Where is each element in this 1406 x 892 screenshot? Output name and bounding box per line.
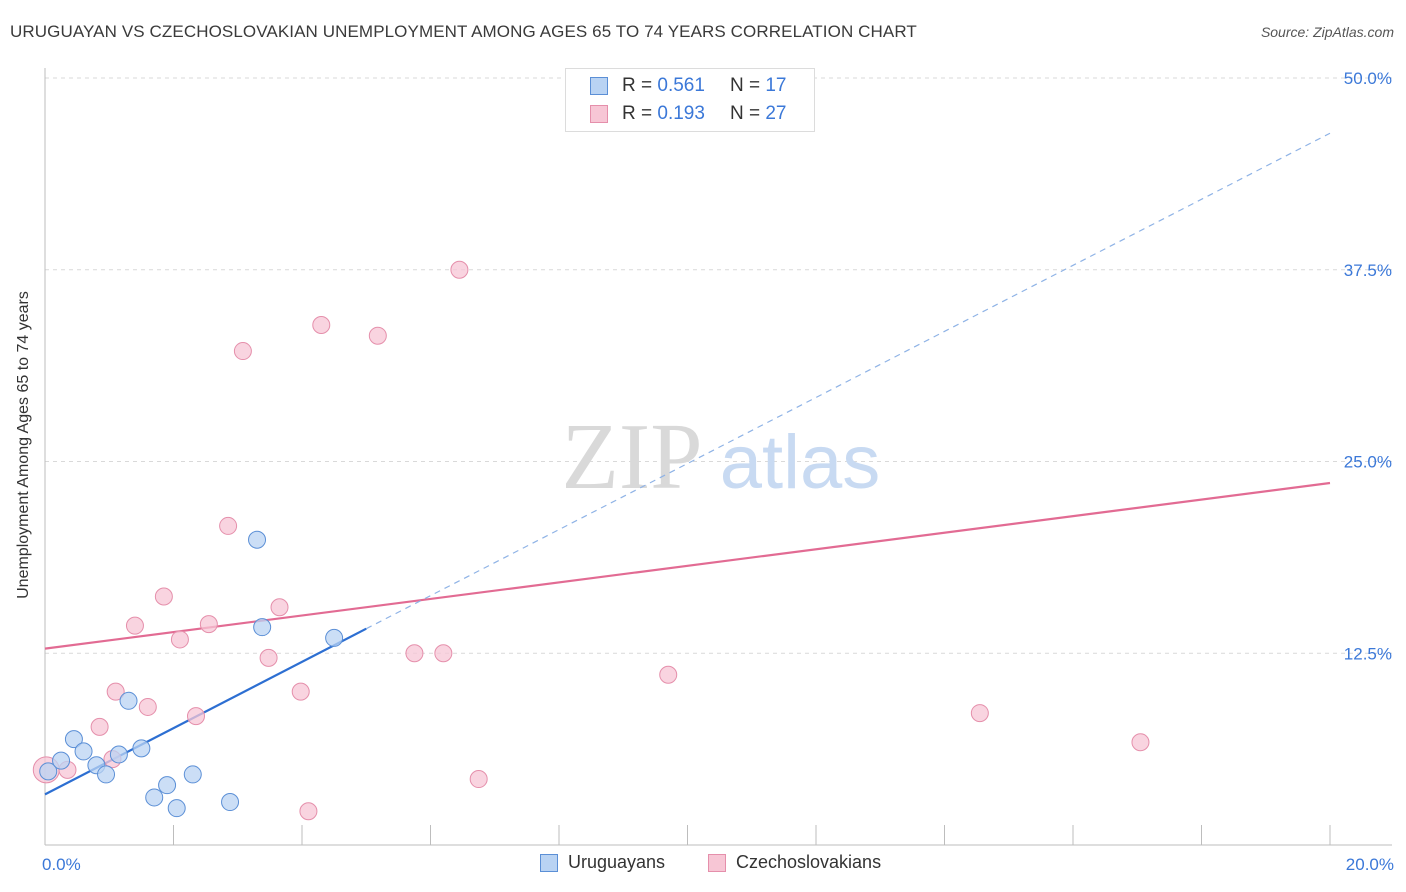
legend-n-value-czechoslovakians: 27 [765,103,787,124]
data-point-czechoslovakians [186,707,205,726]
data-point-czechoslovakians [450,260,469,279]
data-point-czechoslovakians [659,665,678,684]
data-point-czechoslovakians [259,648,278,667]
x-tick-label: 20.0% [1346,855,1394,874]
data-point-uruguayans [253,618,272,637]
data-point-czechoslovakians [970,704,989,723]
data-point-czechoslovakians [1131,733,1150,752]
legend-r-value-czechoslovakians: 0.193 [657,103,705,124]
data-point-czechoslovakians [368,326,387,345]
stats-legend: R = 0.561 N = 17 R = 0.193 N = 27 [565,68,815,132]
legend-row-uruguayans: R = 0.561 N = 17 [590,75,786,97]
tick-labels: 12.5% 25.0% 37.5% 50.0% 0.0% 20.0% [42,69,1394,874]
data-point-uruguayans [74,742,93,761]
trend-line-uruguayans-projected [365,132,1331,630]
data-point-uruguayans [325,628,344,647]
data-point-czechoslovakians [138,697,157,716]
y-tick-label: 12.5% [1344,644,1392,663]
data-points [32,260,1150,821]
y-tick-label: 37.5% [1344,261,1392,280]
legend-swatch-uruguayans [540,853,558,872]
y-axis-label: Unemployment Among Ages 65 to 74 years [15,291,32,599]
y-tick-label: 25.0% [1344,453,1392,472]
watermark-zip: ZIP [562,405,703,509]
data-point-czechoslovakians [125,616,144,635]
data-point-czechoslovakians [199,615,218,634]
data-point-uruguayans [183,765,202,784]
data-point-uruguayans [119,691,138,710]
data-point-czechoslovakians [219,516,238,535]
series-legend: Uruguayans Czechoslovakians [0,852,1406,876]
legend-label-uruguayans: Uruguayans [568,852,666,872]
legend-item-uruguayans[interactable]: Uruguayans [540,852,665,873]
legend-item-czechoslovakians[interactable]: Czechoslovakians [708,852,881,873]
data-point-uruguayans [221,793,240,812]
data-point-czechoslovakians [270,598,289,617]
data-point-czechoslovakians [154,587,173,606]
legend-label-czechoslovakians: Czechoslovakians [736,852,882,872]
legend-r-label: R = [622,75,653,96]
legend-row-czechoslovakians: R = 0.193 N = 27 [590,103,786,125]
data-point-uruguayans [52,751,71,770]
x-tick-label: 0.0% [42,855,81,874]
legend-r-label: R = [622,103,653,124]
data-point-czechoslovakians [312,315,331,334]
data-point-uruguayans [248,530,267,549]
data-point-czechoslovakians [233,342,252,361]
data-point-uruguayans [158,776,177,795]
data-point-czechoslovakians [434,644,453,663]
legend-n-label: N = [729,103,761,124]
source-label: Source: ZipAtlas.com [1260,24,1394,40]
legend-swatch-uruguayans [590,77,608,95]
data-point-czechoslovakians [170,630,189,649]
legend-n-label: N = [729,75,761,96]
data-point-uruguayans [97,765,116,784]
legend-n-value-uruguayans: 17 [765,75,787,96]
data-point-czechoslovakians [469,770,488,789]
data-point-uruguayans [167,799,186,818]
data-point-czechoslovakians [291,682,310,701]
data-point-uruguayans [109,745,128,764]
legend-r-value-uruguayans: 0.561 [657,75,705,96]
axes [44,68,1392,846]
data-point-czechoslovakians [90,717,109,736]
data-point-uruguayans [39,762,58,781]
data-point-czechoslovakians [106,682,125,701]
grid-lines [45,77,1392,654]
data-point-uruguayans [64,730,83,749]
data-point-czechoslovakians [405,644,424,663]
watermark-atlas: atlas [720,420,881,505]
watermark: ZIP atlas [562,405,881,509]
chart-title: URUGUAYAN VS CZECHOSLOVAKIAN UNEMPLOYMEN… [10,22,917,41]
y-tick-label: 50.0% [1344,69,1392,88]
legend-swatch-czechoslovakians [708,853,726,872]
legend-swatch-czechoslovakians [590,105,608,123]
data-point-uruguayans [145,788,164,807]
data-point-czechoslovakians [299,802,318,821]
data-point-uruguayans [132,739,151,758]
